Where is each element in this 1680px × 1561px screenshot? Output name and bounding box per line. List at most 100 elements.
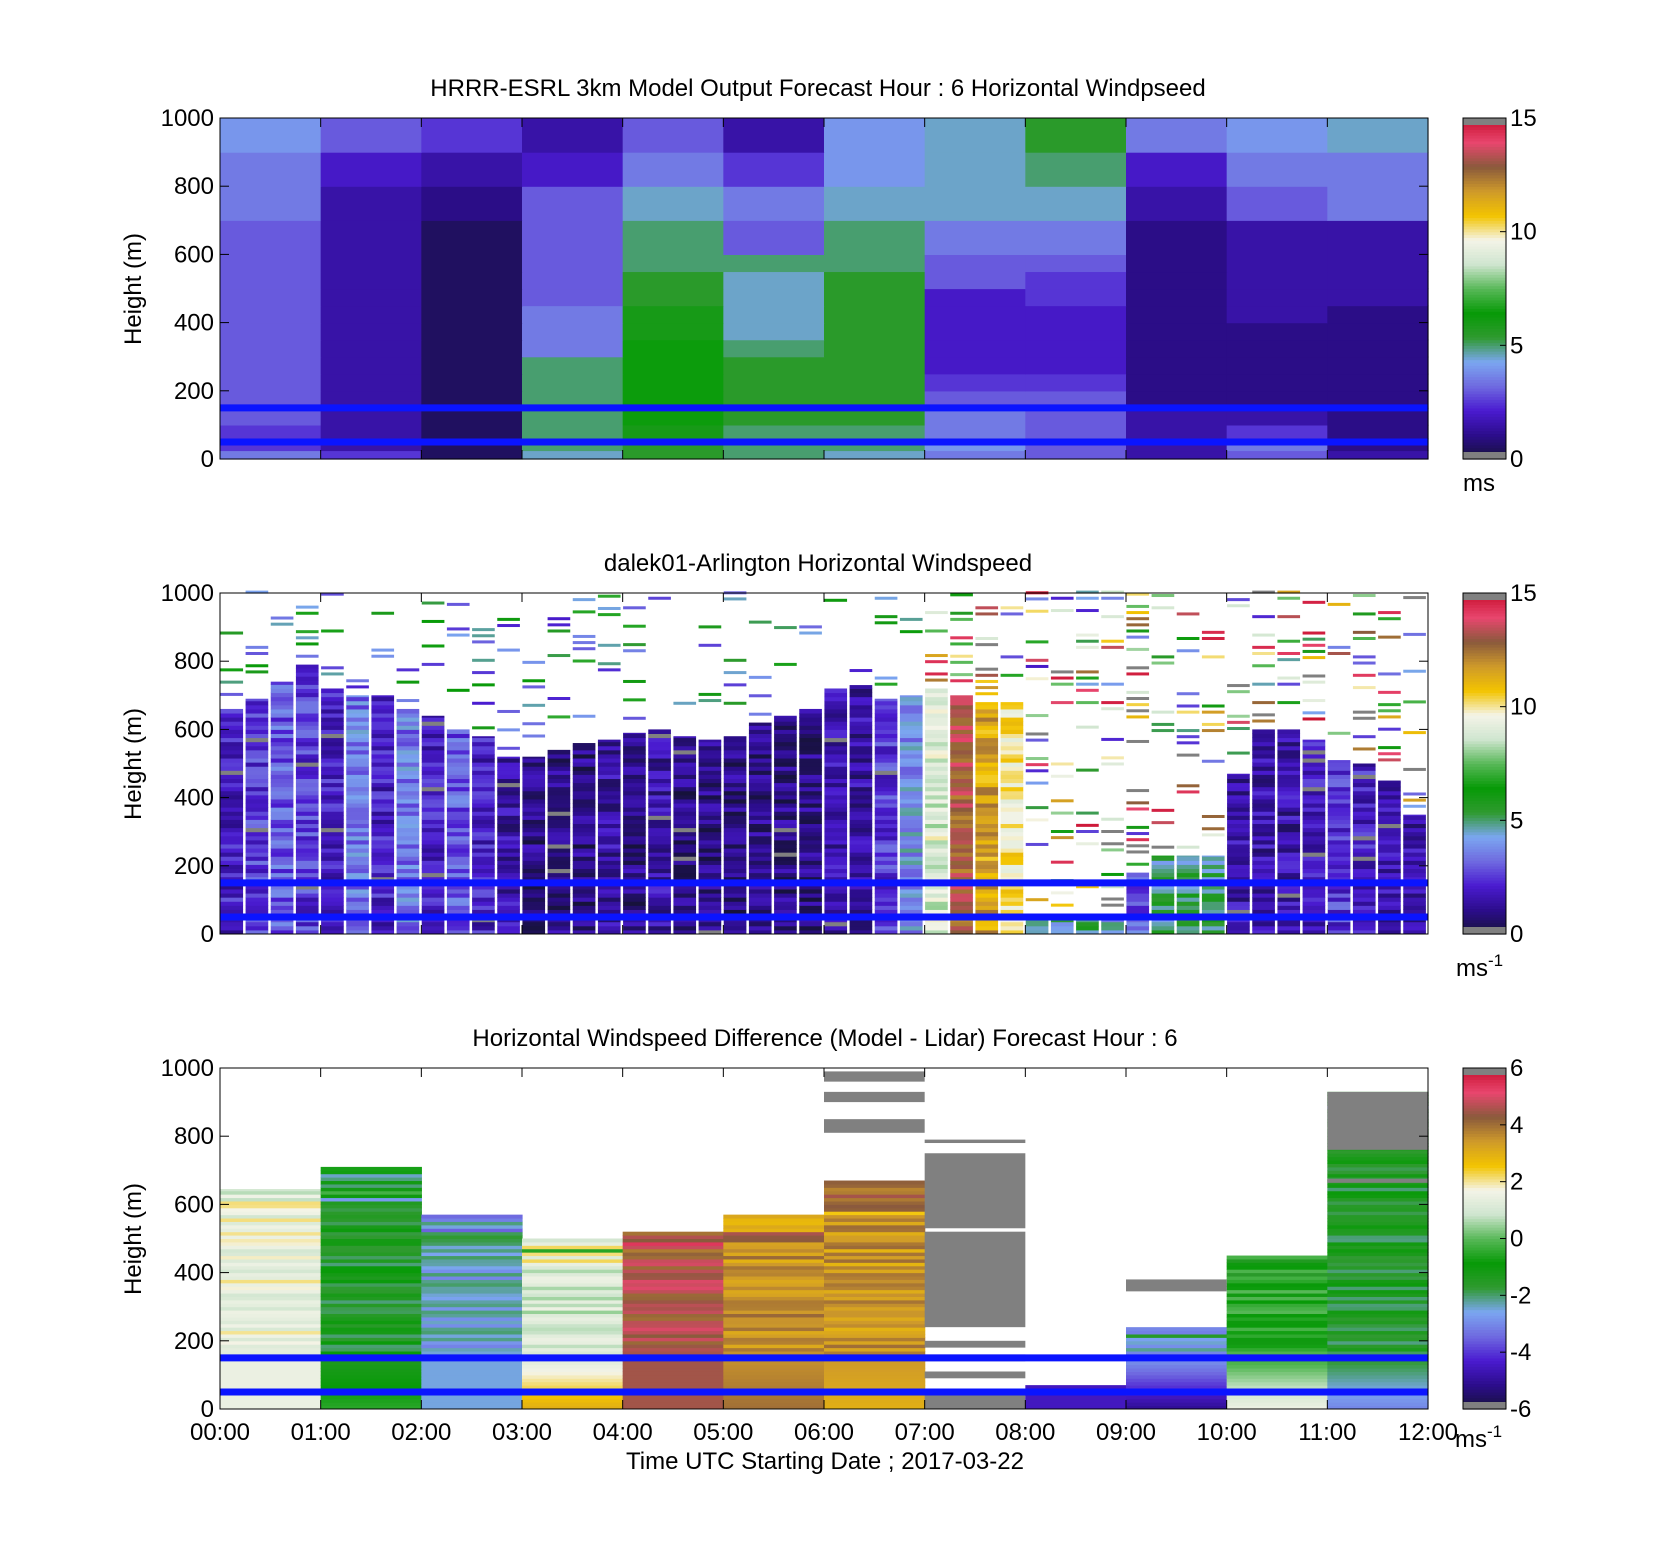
- lidar-upper-return: [295, 611, 319, 615]
- difference-cell: [220, 1231, 322, 1236]
- heatmap-cell: [924, 390, 1026, 409]
- lidar-cell: [1252, 819, 1275, 825]
- colorbar-segment: [1463, 1198, 1506, 1203]
- difference-cell: [1327, 1279, 1429, 1284]
- lidar-cell: [1000, 758, 1024, 763]
- lidar-upper-return: [1302, 600, 1326, 604]
- lidar-cell: [547, 798, 571, 804]
- lidar-cell: [623, 774, 646, 779]
- lidar-cell: [950, 884, 973, 890]
- difference-cell: [1226, 1255, 1328, 1260]
- lidar-cell: [698, 860, 722, 865]
- difference-cell: [320, 1245, 422, 1250]
- difference-cell: [220, 1228, 322, 1233]
- lidar-upper-return: [698, 692, 722, 696]
- lidar-cell: [748, 778, 772, 784]
- lidar-cell: [1201, 876, 1225, 882]
- lidar-cell: [1151, 921, 1175, 927]
- lidar-cell: [925, 901, 948, 906]
- lidar-cell: [1403, 860, 1426, 865]
- lidar-cell: [396, 888, 420, 894]
- lidar-cell: [321, 713, 344, 718]
- difference-cell: [522, 1310, 624, 1315]
- lidar-cell: [849, 839, 873, 845]
- difference-cell: [824, 1405, 926, 1410]
- heatmap-cell: [622, 390, 724, 409]
- lidar-cell: [396, 737, 420, 743]
- heatmap-cell: [622, 339, 724, 358]
- lidar-cell: [572, 811, 596, 816]
- lidar-cell: [1302, 811, 1326, 816]
- lidar-cell: [874, 766, 898, 771]
- lidar-cell: [925, 803, 948, 808]
- lidar-upper-return: [1126, 801, 1150, 805]
- lidar-cell: [849, 794, 873, 800]
- colorbar-segment: [1463, 1340, 1506, 1345]
- lidar-upper-return: [1025, 738, 1049, 742]
- lidar-cell: [673, 884, 697, 890]
- lidar-cell: [270, 819, 294, 825]
- heatmap-cell: [320, 271, 422, 290]
- lidar-cell: [1327, 831, 1351, 837]
- lidar-cell: [270, 713, 294, 718]
- lidar-cell: [1227, 807, 1250, 812]
- difference-cell: [421, 1374, 523, 1379]
- lidar-upper-return: [1252, 664, 1275, 668]
- lidar-upper-return: [874, 621, 898, 625]
- lidar-cell: [1000, 852, 1024, 857]
- difference-cell: [723, 1347, 825, 1352]
- lidar-cell: [899, 860, 923, 865]
- colorbar-segment: [1463, 433, 1506, 437]
- lidar-cell: [295, 725, 319, 730]
- lidar-cell: [925, 737, 948, 743]
- lidar-cell: [371, 905, 395, 910]
- lidar-cell: [774, 835, 797, 841]
- lidar-cell: [270, 884, 294, 890]
- difference-cell: [220, 1368, 322, 1372]
- lidar-cell: [547, 897, 571, 902]
- lidar-cell: [270, 876, 294, 882]
- colorbar-segment: [1463, 1386, 1506, 1390]
- lidar-cell: [824, 774, 848, 779]
- lidar-cell: [295, 909, 319, 915]
- lidar-cell: [723, 848, 747, 853]
- lidar-upper-return: [1201, 710, 1225, 714]
- lidar-cell: [446, 848, 470, 853]
- lidar-upper-return: [1050, 609, 1074, 613]
- lidar-upper-return: [748, 620, 772, 624]
- lidar-cell: [270, 868, 294, 874]
- lidar-cell: [497, 798, 520, 804]
- lidar-cell: [799, 749, 822, 755]
- lidar-upper-return: [1277, 651, 1301, 655]
- lidar-cell: [220, 835, 244, 841]
- difference-cell: [723, 1276, 825, 1280]
- lidar-upper-return: [1050, 774, 1074, 778]
- lidar-cell: [346, 831, 369, 837]
- lidar-cell: [1025, 921, 1049, 927]
- heatmap-cell: [1025, 254, 1127, 273]
- difference-cell: [1327, 1183, 1429, 1188]
- lidar-cell: [774, 925, 797, 931]
- lidar-cell: [321, 688, 344, 694]
- lidar-cell: [245, 733, 269, 739]
- lidar-cell: [220, 737, 244, 743]
- lidar-cell: [346, 893, 369, 898]
- colorbar-tick-label: 15: [1510, 580, 1537, 607]
- lidar-cell: [295, 929, 319, 935]
- lidar-cell: [1378, 798, 1401, 804]
- difference-cell: [522, 1241, 624, 1246]
- heatmap-cell: [622, 186, 724, 221]
- difference-cell: [622, 1398, 724, 1403]
- lidar-cell: [799, 729, 822, 734]
- lidar-upper-return: [522, 703, 546, 707]
- lidar-cell: [1327, 786, 1351, 792]
- difference-cell: [723, 1398, 825, 1403]
- lidar-cell: [950, 888, 973, 894]
- lidar-cell: [748, 897, 772, 902]
- difference-cell: [522, 1279, 624, 1284]
- lidar-cell: [572, 745, 596, 751]
- lidar-cell: [975, 856, 999, 861]
- colorbar-segment: [1463, 308, 1506, 312]
- lidar-upper-return: [1076, 701, 1099, 705]
- lidar-cell: [1126, 909, 1150, 915]
